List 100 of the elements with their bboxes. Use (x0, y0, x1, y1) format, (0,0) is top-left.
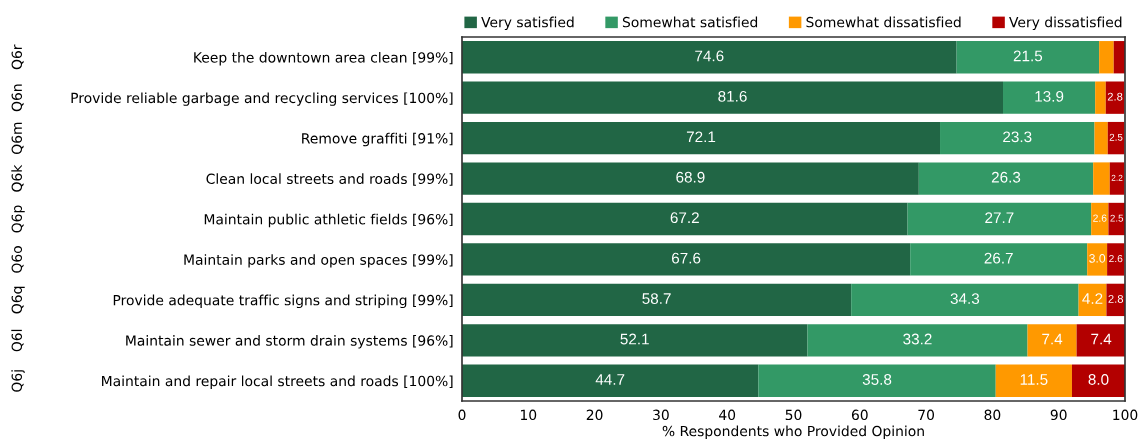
bar (462, 162, 919, 195)
x-tick-label: 70 (918, 409, 935, 421)
bar (462, 243, 911, 276)
x-tick-label: 40 (719, 409, 736, 421)
data-label: 68.9 (676, 171, 705, 183)
bar (1076, 324, 1125, 357)
y-tick-label: Maintain sewer and storm drain systems [96%] (126, 335, 453, 349)
data-label: 58.7 (642, 293, 671, 304)
legend-label: Somewhat satisfied (622, 16, 758, 28)
bar (1105, 81, 1125, 114)
x-tick-label: 90 (1050, 409, 1067, 421)
data-label: 3.0 (1089, 254, 1106, 263)
x-tick-label: 100 (1113, 409, 1138, 421)
bar (462, 364, 759, 397)
data-label: 2.6 (1109, 254, 1123, 263)
bar (940, 121, 1095, 155)
data-label: 74.6 (695, 50, 724, 62)
text: Q6m (11, 122, 24, 154)
text: Q6k (11, 164, 24, 192)
bar (1099, 41, 1114, 74)
data-label: 11.5 (1020, 374, 1048, 385)
bar (1107, 121, 1125, 155)
x-tick-label: 60 (851, 409, 868, 421)
bar (918, 162, 1094, 195)
data-label: 21.5 (1013, 50, 1043, 62)
legend-label: Very dissatisfied (1009, 16, 1122, 31)
bar (462, 41, 957, 74)
data-label: 26.7 (984, 252, 1013, 264)
y-tick-label: Maintain and repair local streets and roads [100%] (102, 375, 453, 389)
bar (462, 324, 808, 357)
text: Q6o (11, 246, 24, 273)
text: Q6l (11, 329, 24, 352)
x-tick-label: 80 (984, 409, 1001, 421)
y-tick-label: Clean local streets and roads [99%] (206, 173, 453, 186)
bar (1094, 121, 1108, 155)
bar (1071, 364, 1125, 397)
data-label: 44.7 (595, 374, 625, 385)
bar (1091, 202, 1109, 236)
x-tick-label: 30 (653, 409, 669, 421)
data-label: 52.1 (620, 333, 649, 345)
legend-label: Somewhat dissatisfied (806, 16, 961, 28)
bar (462, 202, 908, 236)
bar (1027, 324, 1077, 357)
bar (910, 243, 1088, 276)
y-tick-label: Provide adequate traffic signs and striping [99%] (113, 294, 453, 309)
text: Q6n (11, 84, 24, 112)
bar (995, 364, 1072, 397)
data-label: 2.5 (1109, 133, 1123, 141)
y-tick-label: Provide reliable garbage and recycling services [100%] (71, 92, 453, 106)
bar (462, 81, 1004, 114)
bar (851, 283, 1079, 317)
data-label: 2.2 (1111, 174, 1123, 181)
x-tick-label: 50 (785, 409, 802, 421)
data-label: 27.7 (985, 212, 1014, 223)
x-tick-label: 0 (458, 409, 466, 421)
data-label: 35.8 (862, 374, 892, 385)
data-label: 13.9 (1035, 90, 1064, 102)
data-label: 7.4 (1042, 333, 1063, 345)
bar (1107, 243, 1125, 276)
x-axis-title: % Respondents who Provided Opinion (662, 425, 924, 439)
bar (1087, 243, 1108, 276)
data-label: 8.0 (1088, 374, 1109, 385)
data-label: 81.6 (718, 90, 747, 102)
data-label: 67.2 (670, 212, 699, 224)
text: Q6p (11, 205, 25, 233)
y-tick-label: Maintain public athletic fields [96%] (204, 213, 453, 228)
bar (1109, 162, 1125, 195)
bar (1095, 81, 1106, 114)
data-label: 2.5 (1110, 214, 1124, 222)
x-tick-label: 20 (586, 409, 603, 421)
data-label: 2.6 (1093, 214, 1107, 222)
y-tick-label: Keep the downtown area clean [99%] (194, 51, 453, 66)
bar (1093, 162, 1110, 195)
data-label: 72.1 (686, 131, 716, 143)
bar (1078, 283, 1107, 317)
bar (1106, 283, 1125, 317)
bar (956, 41, 1100, 74)
y-tick-label: Remove graffiti [91%] (302, 132, 453, 147)
data-label: 23.3 (1003, 131, 1032, 143)
data-label: 34.3 (950, 293, 980, 304)
text: Q6q (11, 286, 25, 314)
data-label: 67.6 (672, 252, 701, 264)
data-label: 26.3 (991, 171, 1021, 183)
bar (1108, 202, 1125, 236)
data-label: 2.8 (1107, 92, 1123, 101)
data-label: 2.8 (1108, 294, 1124, 303)
text: Q6r (11, 44, 24, 70)
y-tick-label: Maintain parks and open spaces [99%] (184, 254, 453, 268)
data-label: 33.2 (903, 333, 932, 345)
bar (462, 283, 852, 317)
bar (807, 324, 1028, 357)
bar (462, 121, 941, 155)
data-label: 7.4 (1091, 333, 1112, 345)
bar (1003, 81, 1096, 114)
bar (907, 202, 1092, 236)
data-label: 4.2 (1082, 293, 1103, 304)
text: Q6j (11, 370, 25, 392)
legend-label: Very satisfied (481, 16, 574, 31)
bar (758, 364, 996, 397)
x-tick-label: 10 (520, 409, 537, 421)
